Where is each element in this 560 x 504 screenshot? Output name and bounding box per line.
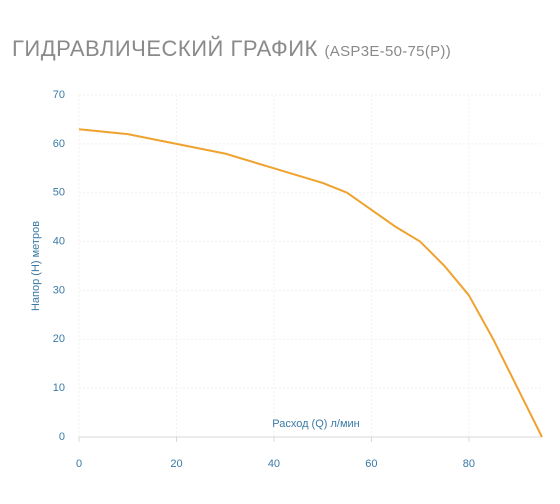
- y-tick-label: 10: [53, 382, 65, 394]
- y-tick-label: 20: [53, 333, 65, 345]
- x-tick-label: 60: [365, 458, 377, 470]
- chart-subtitle: (ASP3E-50-75(P)): [324, 43, 452, 60]
- y-tick-label: 40: [53, 235, 65, 247]
- y-tick-label: 70: [53, 89, 65, 101]
- title-block: ГИДРАВЛИЧЕСКИЙ ГРАФИК (ASP3E-50-75(P)): [12, 36, 451, 62]
- y-tick-label: 30: [53, 284, 65, 296]
- chart-title: ГИДРАВЛИЧЕСКИЙ ГРАФИК: [12, 36, 318, 61]
- y-tick-label: 60: [53, 138, 65, 150]
- x-tick-label: 20: [170, 458, 182, 470]
- x-axis-label: Расход (Q) л/мин: [272, 418, 360, 430]
- x-tick-label: 0: [76, 458, 82, 470]
- x-tick-label: 40: [268, 458, 280, 470]
- y-axis-label: Напор (H) метров: [30, 221, 42, 311]
- line-series: [78, 128, 543, 438]
- y-tick-label: 50: [53, 187, 65, 199]
- x-tick-label: 80: [463, 458, 475, 470]
- y-tick-label: 0: [59, 431, 65, 443]
